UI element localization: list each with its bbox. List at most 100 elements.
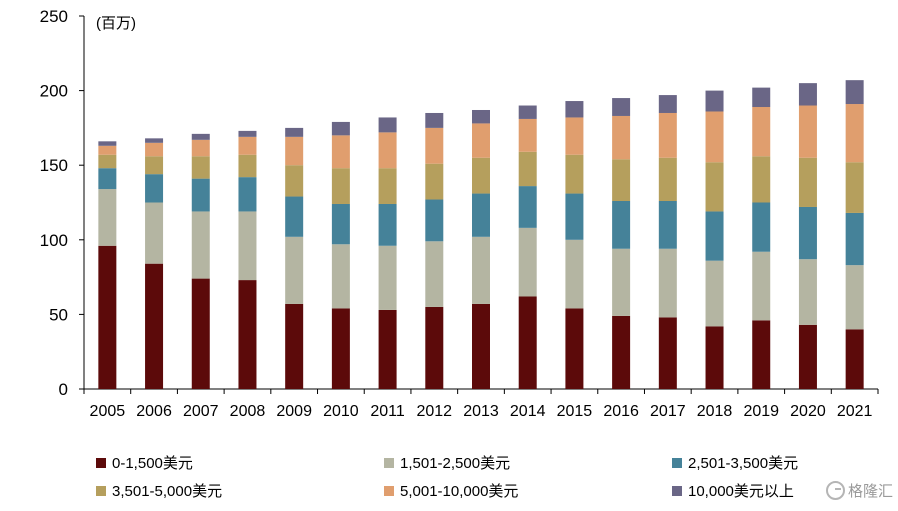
bar-segment-2016-s2 [612,201,631,249]
x-tick-label: 2017 [650,403,686,420]
bar-segment-2008-s1 [238,211,257,281]
bar-segment-2016-s3 [612,159,631,202]
bar-segment-2005-s3 [98,154,117,169]
bar-segment-2018-s2 [705,211,724,261]
bar-segment-2007-s1 [191,211,210,279]
x-tick-label: 2007 [183,403,219,420]
bar-segment-2016-s4 [612,115,631,160]
bar-segment-2015-s0 [565,308,584,389]
bar-segment-2007-s0 [191,278,210,389]
bar-segment-2011-s1 [378,245,397,310]
bar-segment-2021-s3 [845,162,864,213]
bar-segment-2019-s4 [752,107,771,157]
bar-segment-2019-s5 [752,87,771,108]
bar-segment-2013-s3 [472,157,490,194]
bar-segment-2005-s1 [98,189,117,246]
bar-segment-2009-s0 [285,303,304,389]
bar-segment-2021-s1 [845,265,864,330]
bar-segment-2016-s1 [612,248,631,316]
watermark: 格隆汇 [826,480,893,501]
bar-segment-2012-s3 [425,163,444,200]
bar-segment-2017-s0 [658,317,677,389]
bar-segment-2006-s0 [145,263,164,389]
bar-segment-2013-s4 [472,123,490,158]
bar-segment-2019-s0 [752,320,771,389]
bar-segment-2013-s2 [472,193,490,237]
bar-segment-2020-s3 [798,157,817,207]
bar-segment-2016-s5 [612,98,631,116]
bar-segment-2019-s3 [752,156,771,203]
bar-segment-2014-s0 [518,296,537,389]
bar-segment-2015-s4 [565,117,584,155]
x-tick-label: 2014 [510,403,546,420]
bar-segment-2020-s2 [798,206,817,260]
bar-segment-2013-s0 [472,303,490,389]
bars-layer [98,80,864,389]
bar-segment-2020-s1 [798,259,817,325]
bar-segment-2017-s5 [658,95,677,113]
bar-segment-2015-s3 [565,154,584,194]
bar-segment-2010-s5 [331,121,350,136]
bar-segment-2011-s0 [378,309,397,389]
bar-segment-2007-s2 [191,178,210,212]
bar-segment-2009-s4 [285,136,304,166]
bar-segment-2008-s4 [238,136,257,155]
bar-segment-2010-s3 [331,168,350,204]
bar-segment-2005-s5 [98,141,117,146]
bar-segment-2008-s0 [238,280,257,389]
bar-segment-2016-s0 [612,315,631,389]
bar-segment-2018-s1 [705,260,724,327]
x-tick-label: 2005 [90,403,126,420]
bar-segment-2007-s4 [191,139,210,157]
y-tick-label: 250 [40,7,68,26]
bar-segment-2019-s2 [752,202,771,252]
axis-layer: 0 50 100 150 200 250 2005 2006 2007 2008 2009 2010 2… [40,7,879,420]
x-tick-label: 2012 [416,403,452,420]
x-tick-label: 2013 [463,403,499,420]
bar-segment-2011-s3 [378,168,397,204]
bar-segment-2009-s3 [285,165,304,197]
bar-segment-2006-s3 [145,156,164,175]
bar-segment-2010-s2 [331,203,350,245]
x-tick-label: 2020 [790,403,826,420]
bar-segment-2005-s2 [98,168,117,190]
bar-segment-2021-s4 [845,104,864,163]
bar-segment-2021-s2 [845,212,864,266]
y-tick-label: 50 [49,305,68,324]
bar-segment-2012-s2 [425,199,444,242]
bar-segment-2020-s5 [798,83,817,106]
x-tick-label: 2019 [743,403,779,420]
x-tick-label: 2018 [697,403,733,420]
x-tick-label: 2021 [837,403,873,420]
bar-segment-2020-s4 [798,105,817,158]
x-tick-label: 2006 [136,403,172,420]
bar-segment-2005-s4 [98,145,117,155]
bar-segment-2014-s5 [518,105,537,119]
bar-segment-2011-s2 [378,203,397,246]
bar-segment-2008-s2 [238,177,257,212]
bar-segment-2014-s3 [518,151,537,187]
bar-segment-2017-s4 [658,112,677,158]
bar-segment-2021-s0 [845,329,864,389]
x-tick-label: 2016 [603,403,639,420]
bar-segment-2010-s4 [331,135,350,169]
bar-segment-2019-s1 [752,251,771,321]
bar-segment-2018-s4 [705,111,724,163]
bar-segment-2020-s0 [798,324,817,389]
y-tick-label: 0 [59,380,68,399]
bar-segment-2006-s1 [145,202,164,264]
bar-segment-2008-s3 [238,154,257,178]
bar-segment-2018-s0 [705,326,724,389]
y-axis-unit-label: (百万) [96,15,136,32]
bar-segment-2018-s5 [705,90,724,112]
bar-segment-2009-s1 [285,236,304,304]
x-tick-label: 2015 [557,403,593,420]
bar-segment-2013-s5 [472,109,490,124]
y-tick-label: 200 [40,82,68,101]
bar-segment-2015-s5 [565,101,584,118]
bar-segment-2015-s1 [565,239,584,309]
bar-segment-2010-s0 [331,308,350,389]
bar-segment-2014-s4 [518,118,537,152]
bar-segment-2006-s4 [145,142,164,157]
